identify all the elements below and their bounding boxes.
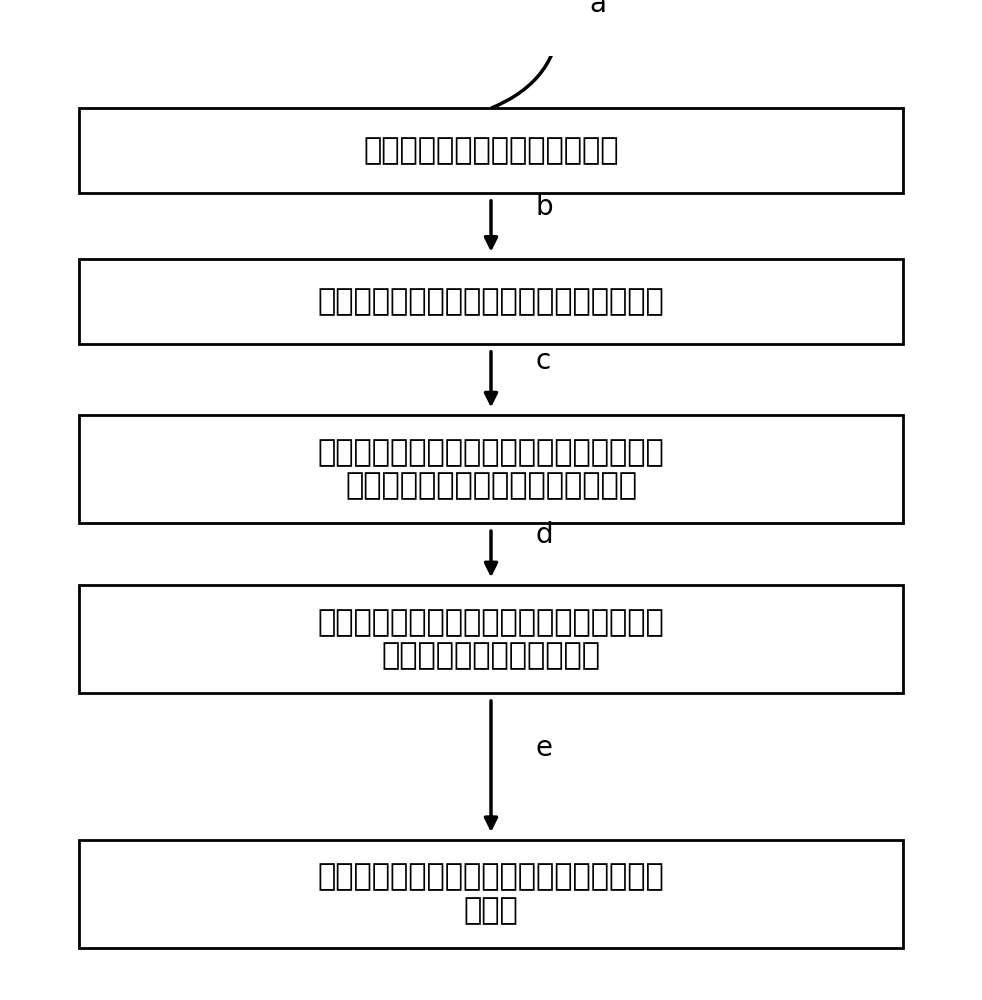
Text: 采集黄土区天然草地的植物叶片: 采集黄土区天然草地的植物叶片 xyxy=(363,136,619,165)
Text: 用扫描仪将采集的所述植物叶片转化为图像: 用扫描仪将采集的所述植物叶片转化为图像 xyxy=(317,287,665,316)
FancyBboxPatch shape xyxy=(79,415,903,523)
FancyBboxPatch shape xyxy=(79,585,903,693)
FancyBboxPatch shape xyxy=(79,259,903,344)
Text: 利用图像分析软件计算其叶面积，在烘箱中
烘干后，测定其干重，计算比叶面积: 利用图像分析软件计算其叶面积，在烘箱中 烘干后，测定其干重，计算比叶面积 xyxy=(317,438,665,500)
Text: d: d xyxy=(535,521,553,549)
FancyBboxPatch shape xyxy=(79,840,903,948)
Text: 对过叶片的比叶面积对已有的土壤含水量进
行修正: 对过叶片的比叶面积对已有的土壤含水量进 行修正 xyxy=(317,863,665,925)
Text: a: a xyxy=(589,0,606,18)
Text: c: c xyxy=(535,347,551,375)
FancyBboxPatch shape xyxy=(79,108,903,193)
Text: 收集土壤含水量，并结合已获得的植物叶片
的比叶面积，建立回归方程: 收集土壤含水量，并结合已获得的植物叶片 的比叶面积，建立回归方程 xyxy=(317,608,665,670)
Text: e: e xyxy=(535,734,552,762)
Text: b: b xyxy=(535,193,553,221)
